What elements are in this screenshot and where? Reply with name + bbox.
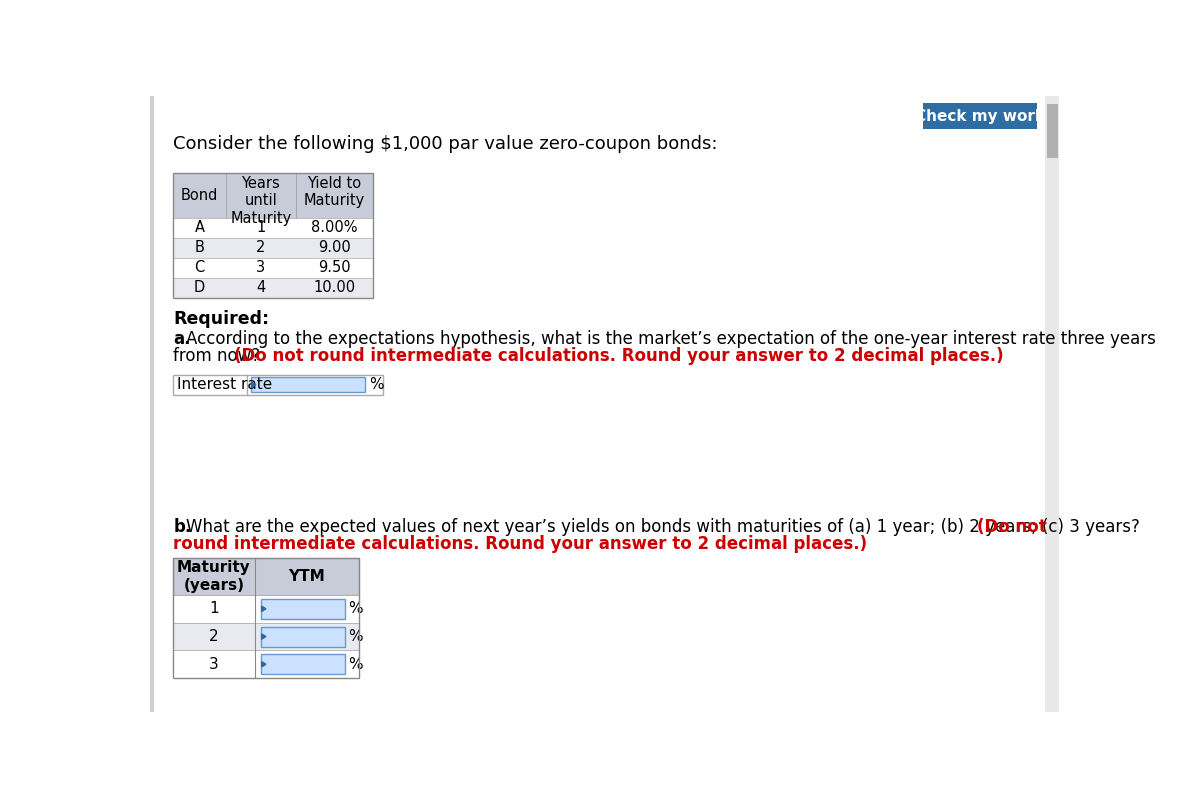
Polygon shape: [262, 662, 266, 667]
Text: 2: 2: [256, 240, 265, 255]
Bar: [173, 278, 373, 298]
Text: C: C: [194, 260, 205, 275]
Text: %: %: [348, 657, 364, 672]
Text: 9.50: 9.50: [318, 260, 350, 275]
Text: 1: 1: [257, 220, 265, 235]
Bar: [173, 558, 359, 678]
Polygon shape: [262, 634, 266, 639]
Text: Bond: Bond: [181, 188, 218, 203]
Bar: [173, 374, 383, 394]
Bar: [251, 377, 366, 393]
Bar: [173, 173, 373, 298]
Text: (Do not round intermediate calculations. Round your answer to 2 decimal places.): (Do not round intermediate calculations.…: [234, 347, 1003, 366]
Text: 3: 3: [257, 260, 265, 275]
Text: 1: 1: [209, 602, 218, 616]
Bar: [173, 218, 373, 238]
Text: (Do not: (Do not: [977, 518, 1046, 536]
Text: Required:: Required:: [173, 310, 269, 328]
Bar: [173, 558, 359, 595]
Text: What are the expected values of next year’s yields on bonds with maturities of (: What are the expected values of next yea…: [186, 518, 1145, 536]
Text: Yield to
Maturity: Yield to Maturity: [304, 176, 365, 209]
Bar: [260, 599, 346, 619]
Text: a.: a.: [173, 330, 191, 348]
Text: 4: 4: [257, 280, 265, 295]
Bar: [173, 173, 373, 218]
Text: %: %: [348, 629, 364, 644]
Text: Check my work: Check my work: [916, 109, 1045, 123]
Text: 9.00: 9.00: [318, 240, 350, 255]
Text: YTM: YTM: [288, 569, 325, 584]
Text: D: D: [194, 280, 205, 295]
Polygon shape: [252, 382, 256, 387]
Text: 3: 3: [209, 657, 218, 672]
Bar: [260, 626, 346, 646]
Text: %: %: [348, 602, 364, 616]
Bar: [173, 622, 359, 650]
Bar: [173, 258, 373, 278]
Text: A: A: [194, 220, 204, 235]
Bar: [260, 654, 346, 674]
Bar: [173, 595, 359, 622]
Bar: [150, 96, 154, 712]
Text: Interest rate: Interest rate: [178, 378, 272, 392]
Bar: [1046, 104, 1057, 158]
Text: B: B: [194, 240, 204, 255]
Text: According to the expectations hypothesis, what is the market’s expectation of th: According to the expectations hypothesis…: [186, 330, 1156, 348]
Text: 2: 2: [209, 629, 218, 644]
Bar: [173, 238, 373, 258]
Text: b.: b.: [173, 518, 192, 536]
Bar: [1045, 96, 1060, 712]
Text: Maturity
(years): Maturity (years): [178, 560, 251, 594]
Text: %: %: [370, 378, 384, 392]
Bar: [923, 103, 1037, 129]
Text: round intermediate calculations. Round your answer to 2 decimal places.): round intermediate calculations. Round y…: [173, 535, 868, 553]
Text: 10.00: 10.00: [313, 280, 355, 295]
Text: from now?: from now?: [173, 347, 265, 366]
Text: Consider the following $1,000 par value zero-coupon bonds:: Consider the following $1,000 par value …: [173, 134, 718, 153]
Bar: [173, 650, 359, 678]
Polygon shape: [262, 606, 266, 611]
Text: 8.00%: 8.00%: [311, 220, 358, 235]
Text: Years
until
Maturity: Years until Maturity: [230, 176, 292, 226]
